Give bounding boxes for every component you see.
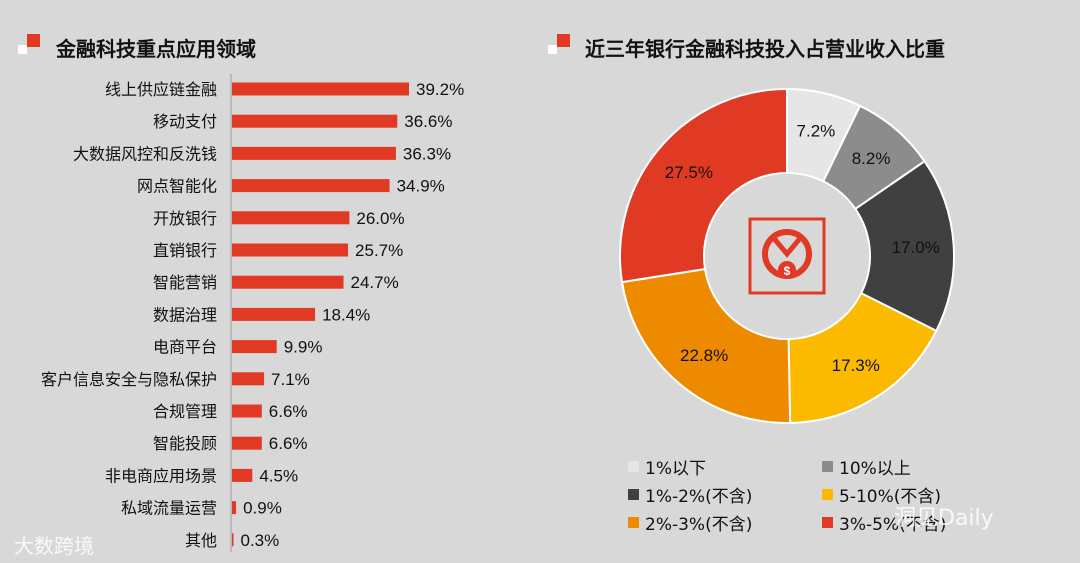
bar-category-label: 智能投顾 <box>153 434 217 453</box>
bar-10 <box>232 372 265 386</box>
bar-5 <box>232 211 350 225</box>
bar-8 <box>232 307 316 321</box>
bar-13 <box>232 468 253 482</box>
watermark-right: 洞见Daily <box>894 500 994 532</box>
bar-14 <box>232 501 237 515</box>
bar-1 <box>232 82 409 96</box>
bar-category-label: 大数据风控和反洗钱 <box>73 144 217 163</box>
bar-2 <box>232 114 398 128</box>
bar-value-label: 26.0% <box>356 209 404 228</box>
legend-label: 3%-5%(不含) <box>839 515 947 535</box>
bar-value-label: 6.6% <box>269 434 308 453</box>
donut-value-label: 8.2% <box>852 149 891 168</box>
bar-value-label: 34.9% <box>397 177 445 196</box>
bar-4 <box>232 179 390 193</box>
bar-category-label: 直销银行 <box>153 241 217 260</box>
watermark-right-text: 洞见Daily <box>894 506 994 531</box>
legend-swatch <box>822 517 833 528</box>
bar-category-label: 其他 <box>185 531 217 550</box>
bar-category-label: 智能营销 <box>153 273 217 292</box>
legend-item: 5-10%(不含) <box>822 482 941 507</box>
donut-value-label: 17.0% <box>892 238 940 257</box>
bar-value-label: 9.9% <box>284 338 323 357</box>
bar-9 <box>232 340 277 354</box>
bar-value-label: 36.3% <box>403 144 451 163</box>
donut-slice-6 <box>619 87 788 284</box>
donut-value-label: 17.3% <box>832 356 880 375</box>
legend-label: 1%-2%(不含) <box>645 487 753 507</box>
bar-value-label: 39.2% <box>416 80 464 99</box>
legend-label: 5-10%(不含) <box>839 487 941 507</box>
bar-3 <box>232 146 396 160</box>
donut-value-label: 27.5% <box>665 163 713 182</box>
legend-swatch <box>628 517 639 528</box>
bar-value-label: 0.9% <box>243 499 282 518</box>
bar-category-label: 移动支付 <box>153 112 217 131</box>
donut-slice-3 <box>853 159 955 333</box>
logo-coin <box>778 261 796 279</box>
bar-value-label: 4.5% <box>259 466 298 485</box>
legend-item: 3%-5%(不含) <box>822 510 946 535</box>
bar-chart-title: 金融科技重点应用领域 <box>56 37 256 61</box>
bar-15 <box>232 533 234 547</box>
bar-category-label: 客户信息安全与隐私保护 <box>41 370 217 389</box>
bar-value-label: 0.3% <box>241 531 280 550</box>
bar-7 <box>232 275 344 289</box>
bar-category-label: 非电商应用场景 <box>105 466 217 485</box>
logo-dollar-sign: $ <box>784 264 791 278</box>
bar-value-label: 6.6% <box>269 402 308 421</box>
bar-value-label: 25.7% <box>355 241 403 260</box>
donut-chart-title: 近三年银行金融科技投入占营业收入比重 <box>585 37 945 61</box>
bar-category-label: 线上供应链金融 <box>105 80 217 99</box>
legend-label: 2%-3%(不含) <box>645 515 753 535</box>
left-title-marker <box>18 34 40 54</box>
legend-label: 10%以上 <box>839 459 911 479</box>
bar-category-label: 数据治理 <box>153 305 217 324</box>
right-title-marker <box>548 34 570 54</box>
legend-item: 1%-2%(不含) <box>628 482 752 507</box>
bar-category-label: 私域流量运营 <box>121 499 217 518</box>
legend-label: 1%以下 <box>645 459 706 479</box>
donut-value-label: 22.8% <box>680 346 728 365</box>
legend-item: 2%-3%(不含) <box>628 510 752 535</box>
bar-category-label: 网点智能化 <box>137 177 217 196</box>
donut-slice-4 <box>787 291 938 424</box>
legend-item: 10%以上 <box>822 454 911 479</box>
legend-swatch <box>628 489 639 500</box>
bar-value-label: 36.6% <box>404 112 452 131</box>
watermark-left: 大数跨境 <box>14 530 94 559</box>
logo-frame <box>748 217 826 295</box>
bar-category-label: 合规管理 <box>153 402 217 421</box>
watermark-left-text: 大数跨境 <box>14 534 94 558</box>
donut-slice-5 <box>620 267 792 424</box>
donut-value-label: 7.2% <box>797 121 836 140</box>
bar-value-label: 24.7% <box>351 273 399 292</box>
bar-12 <box>232 436 262 450</box>
bar-value-label: 18.4% <box>322 305 370 324</box>
legend-item: 1%以下 <box>628 454 706 479</box>
legend-swatch <box>822 489 833 500</box>
bar-value-label: 7.1% <box>271 370 310 389</box>
bar-11 <box>232 404 262 418</box>
legend-swatch <box>628 461 639 472</box>
legend-swatch <box>822 461 833 472</box>
logo-m-mark <box>770 234 804 258</box>
bar-6 <box>232 243 349 257</box>
bar-category-label: 开放银行 <box>153 209 217 228</box>
bar-category-label: 电商平台 <box>153 338 217 357</box>
